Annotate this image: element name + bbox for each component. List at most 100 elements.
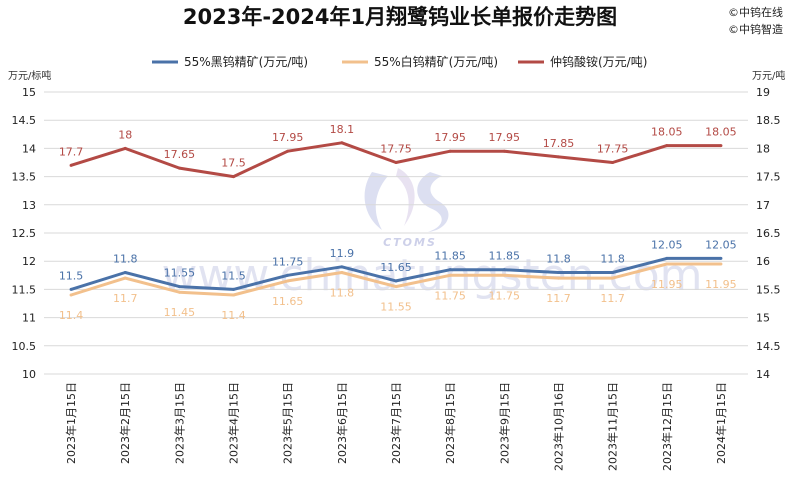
data-point — [340, 265, 344, 269]
data-point — [123, 270, 127, 274]
data-label: 11.4 — [221, 309, 246, 322]
data-point — [556, 270, 560, 274]
data-label: 11.55 — [380, 301, 412, 314]
right-tick-label: 19 — [756, 86, 770, 99]
right-tick-label: 17.5 — [756, 171, 781, 184]
data-point — [232, 175, 236, 179]
data-point — [502, 149, 506, 153]
data-point — [177, 285, 181, 289]
left-axis-unit: 万元/标吨 — [8, 69, 51, 82]
data-point — [340, 270, 344, 274]
left-tick-label: 12 — [22, 255, 36, 268]
data-label: 17.85 — [543, 137, 575, 150]
data-point — [556, 155, 560, 159]
x-tick-label: 2023年1月15日 — [64, 382, 78, 464]
right-tick-label: 18 — [756, 142, 770, 155]
data-label: 12.05 — [705, 238, 737, 251]
x-tick-label: 2024年1月15日 — [714, 382, 728, 464]
data-label: 11.55 — [164, 267, 196, 280]
data-label: 11.75 — [489, 289, 521, 302]
data-label: 17.75 — [380, 143, 412, 156]
data-label: 18 — [118, 128, 132, 141]
legend-entry: 仲钨酸铵(万元/吨) — [550, 54, 647, 69]
data-point — [448, 149, 452, 153]
data-label: 11.75 — [272, 255, 304, 268]
x-tick-label: 2023年4月15日 — [227, 382, 241, 464]
x-tick-label: 2023年8月15日 — [443, 382, 457, 464]
data-label: 17.5 — [221, 157, 246, 170]
left-tick-label: 11.5 — [12, 283, 37, 296]
x-tick-label: 2023年11月15日 — [606, 382, 620, 471]
x-tick-label: 2023年2月15日 — [118, 382, 132, 464]
x-tick-label: 2023年3月15日 — [172, 382, 186, 464]
data-point — [69, 287, 73, 291]
data-point — [611, 161, 615, 164]
grid — [44, 91, 748, 375]
left-tick-label: 10 — [22, 368, 36, 381]
data-label: 12.05 — [651, 238, 683, 251]
x-tick-label: 2023年10月16日 — [551, 382, 565, 471]
data-point — [286, 149, 290, 153]
data-label: 11.8 — [330, 286, 355, 299]
chart-title: 2023年-2024年1月翔鹭钨业长单报价走势图 — [183, 5, 617, 29]
data-label: 11.7 — [600, 292, 625, 305]
right-tick-label: 14 — [756, 368, 770, 381]
data-point — [394, 279, 398, 283]
data-point — [719, 144, 723, 148]
data-point — [69, 293, 73, 297]
data-label: 11.8 — [113, 252, 138, 265]
right-tick-label: 16 — [756, 255, 770, 268]
watermark-logo-icon — [364, 168, 449, 232]
data-label: 17.95 — [489, 131, 521, 144]
data-point — [394, 285, 398, 289]
left-tick-label: 10.5 — [12, 340, 37, 353]
data-label: 11.7 — [546, 292, 571, 305]
data-labels: 11.5 11.8 11.55 11.5 11.75 11.9 11.65 11.85 11.8… — [59, 123, 737, 322]
data-label: 11.85 — [489, 250, 521, 263]
data-label: 11.7 — [113, 292, 138, 305]
data-point — [719, 262, 723, 266]
left-tick-label: 13.5 — [12, 171, 37, 184]
data-label: 11.5 — [59, 269, 84, 282]
data-point — [340, 141, 344, 145]
right-tick-label: 14.5 — [756, 340, 781, 353]
data-point — [69, 163, 73, 167]
data-point — [448, 268, 452, 272]
data-label: 11.95 — [705, 278, 737, 291]
left-tick-label: 14.5 — [12, 114, 37, 127]
data-point — [502, 268, 506, 272]
left-tick-label: 11 — [22, 312, 36, 325]
x-tick-label: 2023年6月15日 — [335, 382, 349, 464]
data-point — [665, 262, 669, 266]
x-tick-label: 2023年5月15日 — [281, 382, 295, 464]
data-point — [177, 290, 181, 294]
data-point — [611, 270, 615, 274]
brand-line-2: ©中钨智造 — [728, 22, 783, 36]
data-point — [123, 146, 127, 150]
data-point — [123, 276, 127, 280]
data-point — [232, 293, 236, 297]
x-axis-ticks: 2023年1月15日 2023年2月15日 2023年3月15日 2023年4月15日… — [64, 382, 728, 471]
right-tick-label: 18.5 — [756, 114, 781, 127]
right-axis-ticks: 14 14.5 15 15.5 16 16.5 17 17.5 18 18.5 19 — [756, 86, 781, 381]
data-label: 11.9 — [330, 247, 355, 260]
data-label: 11.45 — [164, 306, 196, 319]
data-point — [286, 273, 290, 277]
data-point — [665, 144, 669, 148]
data-label: 18.05 — [705, 126, 737, 139]
right-tick-label: 16.5 — [756, 227, 781, 240]
data-label: 11.5 — [221, 269, 246, 282]
data-label: 11.65 — [380, 261, 412, 274]
right-tick-label: 17 — [756, 199, 770, 212]
watermark: CTOMS www.chinatungsten.com — [161, 168, 703, 301]
left-axis-ticks: 10 10.5 11 11.5 12 12.5 13 13.5 14 14.5 15 — [12, 86, 37, 381]
x-tick-label: 2023年9月15日 — [497, 382, 511, 464]
data-label: 11.4 — [59, 309, 84, 322]
left-tick-label: 13 — [22, 199, 36, 212]
series-lines — [69, 141, 723, 297]
data-label: 11.85 — [434, 250, 466, 263]
legend-entry: 55%黑钨精矿(万元/吨) — [184, 54, 308, 69]
data-point — [502, 273, 506, 277]
